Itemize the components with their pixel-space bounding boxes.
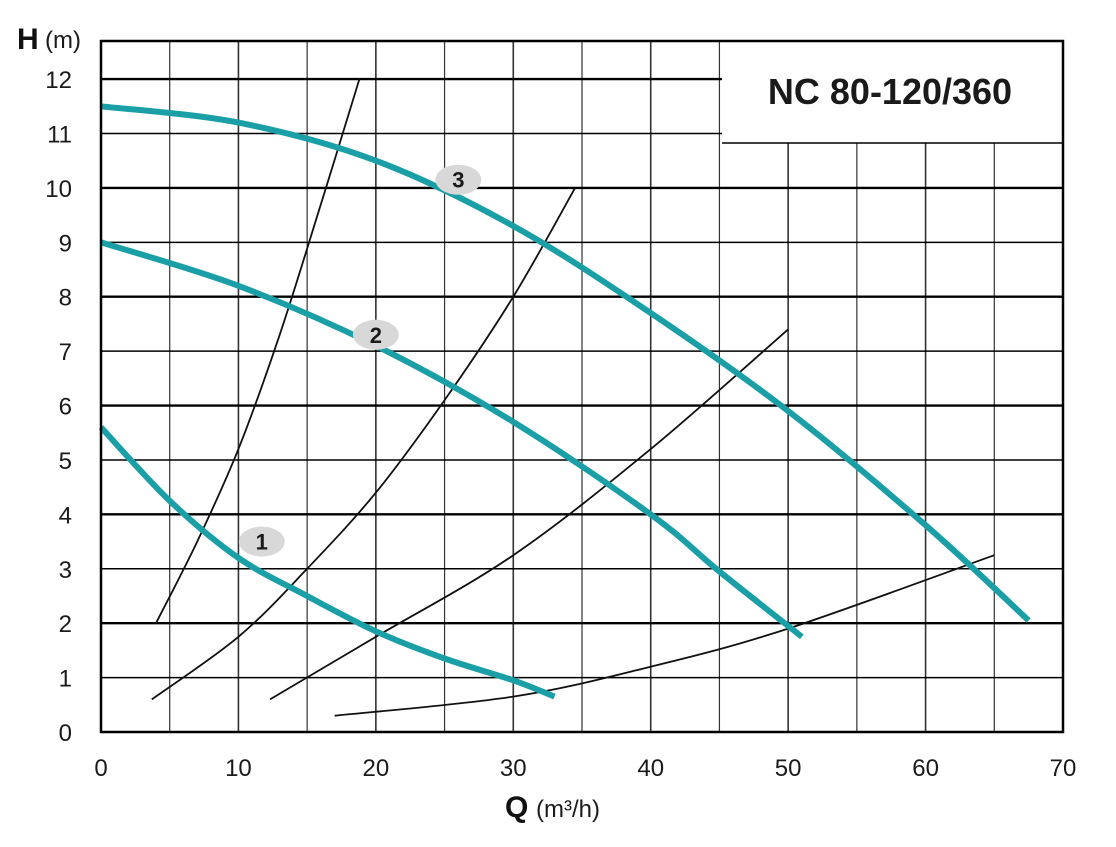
chart-title: NC 80-120/360: [768, 71, 1012, 112]
y-tick-label: 11: [47, 121, 72, 148]
title-box: [722, 41, 1063, 143]
x-tick-label: 0: [94, 755, 107, 782]
curve-label-badge: [352, 319, 399, 350]
x-tick-label: 50: [775, 755, 802, 782]
curve-label-badge: [238, 526, 285, 557]
y-tick-label: 0: [59, 720, 72, 747]
x-tick-label: 30: [500, 755, 527, 782]
x-tick-label: 20: [363, 755, 390, 782]
x-tick-label: 70: [1050, 755, 1077, 782]
y-tick-label: 9: [59, 230, 72, 257]
x-tick-label: 40: [637, 755, 664, 782]
system-curve-line: [155, 78, 361, 624]
y-axis-title: H: [17, 23, 39, 56]
y-tick-label: 4: [59, 502, 72, 529]
system-curves: [151, 78, 995, 717]
y-axis-unit: (m): [45, 27, 81, 54]
system-curve-line: [269, 328, 789, 701]
y-tick-label: 10: [45, 176, 72, 203]
pump-curve-3: [100, 103, 1031, 623]
pump-curve-2: [100, 239, 804, 640]
y-tick-label: 3: [59, 557, 72, 584]
x-tick-label: 60: [912, 755, 939, 782]
x-axis-unit: (m³/h): [536, 796, 600, 823]
y-tick-label: 6: [59, 394, 72, 421]
system-curve-line: [334, 554, 995, 717]
curve-labels: 1 2 3: [238, 164, 482, 557]
curve-label-badge: [435, 164, 482, 195]
x-axis-title: Q: [505, 791, 528, 824]
curve-label-3: 3: [452, 168, 464, 193]
y-tick-label: 5: [59, 448, 72, 475]
grid: [101, 41, 1063, 732]
x-tick-label: 10: [225, 755, 252, 782]
y-tick-label: 2: [59, 611, 72, 638]
pump-curves: [98, 103, 1031, 700]
curve-label-1: 1: [256, 530, 268, 555]
curve-label-2: 2: [370, 323, 382, 348]
y-tick-label: 12: [45, 67, 72, 94]
y-tick-label: 7: [59, 339, 72, 366]
plot-frame: [99, 39, 1065, 734]
y-tick-label: 8: [59, 285, 72, 312]
pump-curve-1: [98, 425, 556, 700]
y-tick-label: 1: [59, 666, 72, 693]
system-curve-line: [151, 187, 576, 701]
